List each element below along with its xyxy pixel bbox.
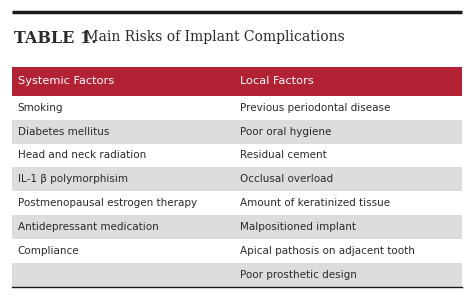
Text: Occlusal overload: Occlusal overload: [240, 174, 333, 184]
Text: Main Risks of Implant Complications: Main Risks of Implant Complications: [80, 30, 345, 44]
Text: Apical pathosis on adjacent tooth: Apical pathosis on adjacent tooth: [240, 246, 415, 256]
Bar: [12, 191, 462, 215]
Text: Antidepressant medication: Antidepressant medication: [18, 222, 158, 232]
Bar: [12, 67, 462, 96]
Text: Systemic Factors: Systemic Factors: [18, 77, 114, 86]
Text: Malpositioned implant: Malpositioned implant: [240, 222, 356, 232]
Text: TABLE 1.: TABLE 1.: [14, 30, 97, 47]
Text: Poor prosthetic design: Poor prosthetic design: [240, 270, 357, 280]
Text: Smoking: Smoking: [18, 103, 63, 113]
Bar: [12, 263, 462, 287]
Text: Poor oral hygiene: Poor oral hygiene: [240, 126, 332, 137]
Text: Compliance: Compliance: [18, 246, 79, 256]
Bar: [12, 96, 462, 120]
Text: Local Factors: Local Factors: [240, 77, 314, 86]
Text: Diabetes mellitus: Diabetes mellitus: [18, 126, 109, 137]
Bar: [12, 167, 462, 191]
Text: Residual cement: Residual cement: [240, 150, 327, 161]
Text: Head and neck radiation: Head and neck radiation: [18, 150, 146, 161]
Text: IL-1 β polymorphisim: IL-1 β polymorphisim: [18, 174, 128, 184]
Text: Postmenopausal estrogen therapy: Postmenopausal estrogen therapy: [18, 198, 197, 208]
Bar: [12, 120, 462, 144]
Bar: [12, 239, 462, 263]
Bar: [12, 215, 462, 239]
Text: Previous periodontal disease: Previous periodontal disease: [240, 103, 391, 113]
Bar: [12, 144, 462, 167]
Text: Amount of keratinized tissue: Amount of keratinized tissue: [240, 198, 391, 208]
